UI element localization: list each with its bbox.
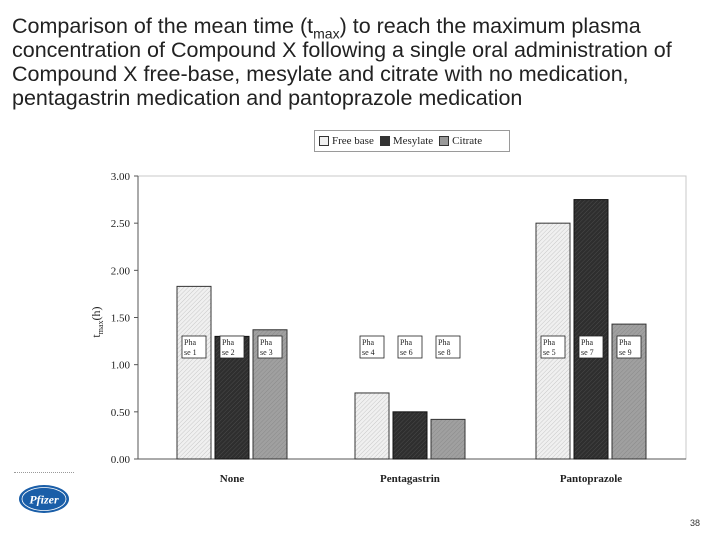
footer-dotted-rule xyxy=(14,472,74,473)
phase-label-box xyxy=(616,335,642,359)
legend-swatch-mesylate xyxy=(379,136,390,146)
slide-title: Comparison of the mean time (tmax) to re… xyxy=(12,14,712,110)
label-layer: Pha se 1 Pha se 2 Pha se 3 Pha se 4 Pha se 6 Pha se… xyxy=(181,335,642,359)
y-tick-label: 2.50 xyxy=(111,218,131,230)
phase-label-text: Pha se 6 xyxy=(400,338,413,357)
phase-label-text: Pha se 1 xyxy=(184,338,197,357)
y-tick-label: 1.50 xyxy=(111,313,131,325)
y-axis-label: tmax(h) xyxy=(89,306,105,337)
phase-label-box xyxy=(578,335,604,359)
phase-label-text: Pha se 2 xyxy=(222,338,235,357)
legend-item-free-base: Free base xyxy=(319,135,374,147)
phase-label-box xyxy=(181,335,207,359)
y-tick-label: 0.00 xyxy=(111,454,131,466)
legend-item-citrate: Citrate xyxy=(439,135,482,147)
phase-label-box xyxy=(540,335,566,359)
phase-label-text: Pha se 7 xyxy=(581,338,594,357)
phase-label-text: Pha se 9 xyxy=(619,338,632,357)
y-axis-label-main: t xyxy=(89,334,103,338)
phase-label-text: Pha se 3 xyxy=(260,338,273,357)
bar-citrate xyxy=(430,418,466,460)
legend-label-mesylate: Mesylate xyxy=(392,135,434,147)
x-category-label: None xyxy=(220,473,245,485)
y-tick-label: 0.50 xyxy=(111,407,131,419)
title-text-start: Comparison of the mean time (t xyxy=(12,14,314,38)
pfizer-logo-text: Pfizer xyxy=(29,493,59,507)
legend-swatch-free-base xyxy=(319,136,329,146)
title-subscript: max xyxy=(313,25,340,42)
legend-item-mesylate: Mesylate xyxy=(379,135,434,147)
bar-free-base xyxy=(354,392,390,460)
phase-label-text: Pha se 4 xyxy=(362,338,375,357)
bar-mesylate xyxy=(573,199,609,460)
legend-swatch-citrate xyxy=(439,136,450,146)
phase-label-box xyxy=(219,335,245,359)
x-category-label: Pentagastrin xyxy=(380,473,440,485)
page-number: 38 xyxy=(690,518,701,528)
chart-legend: Free base Mesylate Citrate xyxy=(314,130,510,152)
phase-label-box xyxy=(359,335,385,359)
y-tick-label: 3.00 xyxy=(111,171,131,183)
bar-free-base xyxy=(176,285,212,460)
title-text-end: ) to reach the maximum plasma concentrat… xyxy=(12,14,672,110)
y-axis-label-tail: (h) xyxy=(89,306,103,320)
phase-label-text: Pha se 8 xyxy=(438,338,451,357)
bar-mesylate xyxy=(392,411,428,460)
legend-label-free-base: Free base xyxy=(332,135,374,147)
x-category-label: Pantoprazole xyxy=(560,473,622,485)
y-axis-label-sub: max xyxy=(96,320,105,334)
y-tick-label: 1.00 xyxy=(111,360,131,372)
y-tick-label: 2.00 xyxy=(111,265,131,277)
phase-label-box xyxy=(397,335,423,359)
phase-label-box xyxy=(435,335,461,359)
phase-label-box xyxy=(257,335,283,359)
pfizer-logo: Pfizer xyxy=(19,485,69,513)
phase-label-text: Pha se 5 xyxy=(543,338,556,357)
legend-label-citrate: Citrate xyxy=(452,135,483,147)
